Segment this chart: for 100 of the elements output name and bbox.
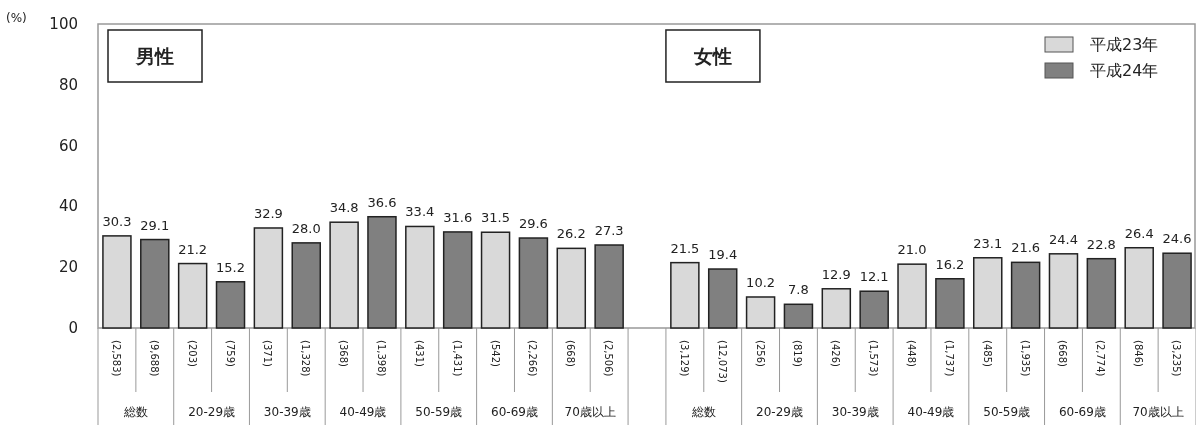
data-label: 15.2 (216, 259, 245, 275)
x-tick-label: (431) (413, 340, 425, 367)
x-tick-label: (542) (489, 340, 501, 367)
x-tick-label: (1,573) (868, 340, 880, 377)
bar (518, 237, 549, 329)
text: 30-39歳 (831, 405, 879, 419)
bar (177, 262, 208, 329)
text: 70歳以上 (1132, 405, 1184, 419)
data-label: 12.9 (821, 266, 851, 282)
data-label: 28.0 (291, 220, 321, 236)
data-label: 22.8 (1086, 236, 1116, 252)
x-tick-label: (668) (565, 340, 577, 367)
data-label: 16.2 (935, 256, 965, 272)
x-tick-label: (2,506) (603, 340, 615, 377)
text: 60-69歳 (1058, 405, 1106, 419)
bar (1162, 252, 1192, 329)
x-tick-label: (368) (338, 340, 350, 367)
y-tick-label: 80 (58, 75, 78, 94)
legend-label: 平成24年 (1090, 61, 1159, 80)
bar (405, 225, 435, 329)
x-tick-label: (485) (981, 340, 993, 367)
y-tick-label: 0 (68, 319, 78, 337)
annotation: 男性 (135, 45, 174, 67)
bar (821, 288, 852, 329)
data-label: 24.4 (1049, 231, 1078, 247)
x-tick-label: (448) (906, 340, 918, 367)
x-tick-label: (2,774) (1095, 340, 1107, 377)
x-tick-label: (759) (224, 340, 236, 367)
x-tick-label: (371) (262, 340, 274, 367)
text: 60-69歳 (491, 405, 538, 419)
text: 20-29歳 (756, 405, 803, 419)
annotation: 女性 (692, 45, 732, 67)
bar (783, 303, 814, 329)
data-label: 36.6 (367, 194, 397, 210)
bar (1124, 246, 1154, 329)
x-tick-label: (3,129) (678, 340, 690, 377)
bar (897, 263, 927, 329)
text: 70歳以上 (564, 405, 616, 419)
text: 総数 (122, 405, 148, 419)
data-label: 21.0 (897, 242, 927, 258)
x-tick-label: (819) (792, 340, 804, 367)
x-tick-label: (3,235) (1171, 340, 1183, 377)
data-label: 30.3 (102, 213, 132, 229)
data-label: 19.4 (708, 247, 738, 263)
x-tick-label: (2,583) (110, 340, 122, 377)
data-label: 33.4 (405, 204, 435, 220)
data-label: 31.6 (443, 209, 473, 225)
bar (291, 242, 321, 329)
data-label: 23.1 (973, 235, 1003, 251)
x-tick-label: (1,398) (375, 340, 387, 377)
text: 50-59歳 (983, 405, 1031, 419)
x-tick-label: (1,431) (451, 340, 463, 377)
bar (707, 268, 738, 329)
bar (935, 278, 965, 329)
text: 総数 (690, 405, 716, 419)
data-label: 10.2 (746, 274, 776, 290)
data-label: 29.1 (140, 217, 170, 233)
y-tick-label: 60 (58, 136, 78, 155)
x-tick-label: (426) (830, 340, 842, 367)
x-tick-label: (668) (1057, 340, 1069, 367)
legend-label: 平成23年 (1090, 35, 1159, 54)
data-label: 26.2 (556, 226, 586, 242)
y-tick-label: 100 (49, 15, 78, 33)
bar (594, 244, 624, 329)
data-label: 21.6 (1011, 240, 1041, 256)
data-label: 31.5 (481, 210, 511, 226)
x-tick-label: (9,688) (148, 340, 160, 377)
x-tick-label: (846) (1133, 340, 1145, 367)
bar (670, 261, 700, 329)
y-axis-title: (%) (6, 11, 27, 25)
bar (215, 281, 246, 329)
data-label: 26.4 (1124, 225, 1154, 241)
data-label: 34.8 (329, 200, 359, 216)
data-label: 24.6 (1162, 231, 1192, 247)
y-tick-label: 40 (58, 197, 78, 216)
data-label: 32.9 (253, 205, 283, 221)
text: 40-49歳 (907, 405, 955, 419)
data-label: 21.5 (670, 240, 700, 256)
data-label: 12.1 (859, 269, 889, 285)
bar (140, 238, 170, 329)
bar (329, 221, 359, 329)
bar (556, 247, 587, 329)
text: 20-29歳 (188, 405, 236, 419)
x-tick-label: (256) (754, 340, 766, 367)
bar (859, 290, 889, 329)
data-label: 7.8 (788, 282, 809, 298)
bar (745, 296, 776, 329)
bar (1086, 257, 1117, 329)
bar (442, 231, 473, 329)
data-label: 29.6 (518, 216, 548, 232)
x-tick-label: (1,737) (943, 340, 955, 377)
data-label: 27.3 (594, 223, 624, 239)
bar (1048, 253, 1079, 329)
bar (367, 215, 397, 329)
data-label: 21.2 (178, 241, 208, 257)
x-tick-label: (12,073) (716, 340, 728, 383)
text: 30-39歳 (263, 405, 311, 419)
x-tick-label: (2,266) (527, 340, 539, 377)
text: 40-49歳 (339, 405, 387, 419)
y-tick-label: 20 (58, 258, 78, 277)
